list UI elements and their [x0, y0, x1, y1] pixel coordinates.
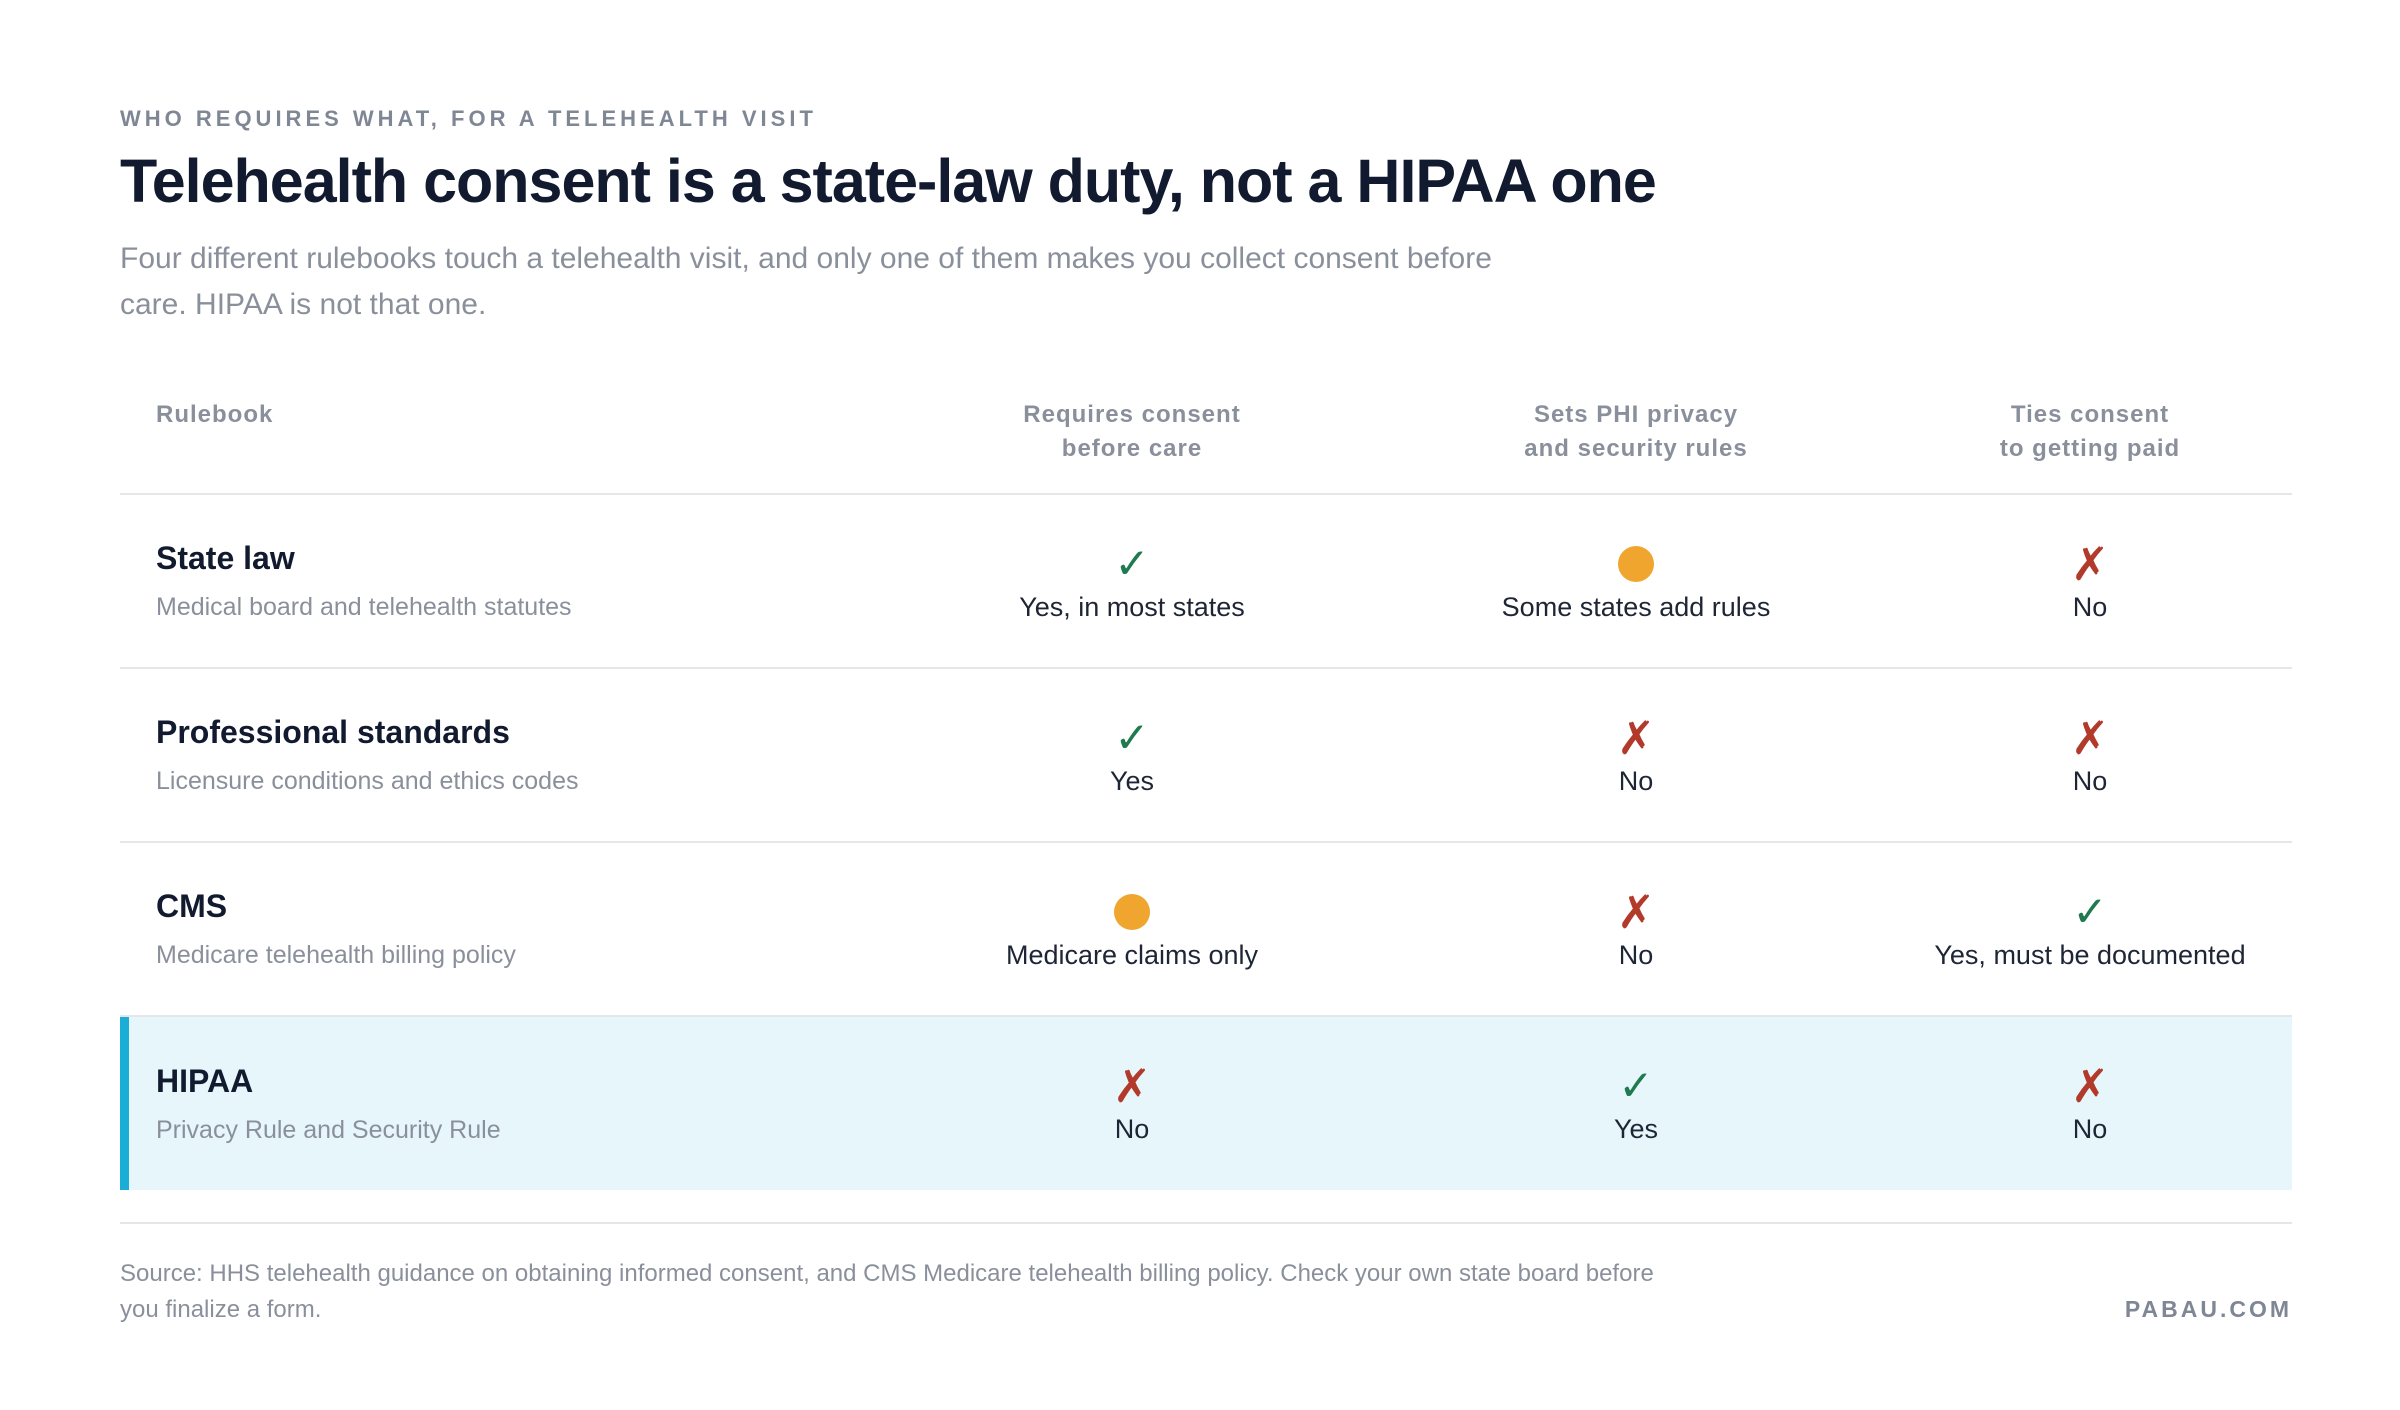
status-cell: Medicare claims only [880, 842, 1384, 1018]
check-icon: ✓ [2072, 887, 2108, 935]
cross-icon: ✗ [1112, 1060, 1152, 1113]
status-text: Medicare claims only [1005, 939, 1259, 970]
table-row: CMS Medicare telehealth billing policy Med… [120, 842, 2292, 1018]
column-header-line: Requires consent [1023, 401, 1241, 429]
column-header-line: Rulebook [156, 401, 274, 429]
table-row: HIPAA Privacy Rule and Security Rule ✗ No ✓ Y… [120, 1016, 2292, 1191]
row-header: CMS Medicare telehealth billing policy [120, 842, 880, 1018]
check-icon: ✓ [1618, 1062, 1654, 1110]
partial-dot-icon [1385, 540, 1887, 588]
column-header-line: before care [1061, 435, 1203, 463]
status-cell: ✓ Yes [880, 668, 1384, 844]
status-cell: ✗ No [1888, 1016, 2292, 1190]
row-title: State law [156, 540, 295, 577]
column-header-line: and security rules [1524, 435, 1748, 463]
row-subtitle: Medical board and telehealth statutes [156, 593, 572, 622]
brand-mark: PABAU.COM [2124, 1296, 2292, 1322]
row-title: HIPAA [156, 1062, 254, 1099]
partial-dot-icon [881, 888, 1383, 936]
column-header-line: Ties consent [2010, 401, 2170, 429]
status-cell: ✓ Yes, in most states [880, 494, 1384, 670]
status-text: No [2072, 591, 2108, 622]
status-text: No [2072, 1114, 2108, 1145]
row-subtitle: Privacy Rule and Security Rule [156, 1115, 501, 1144]
status-text: No [1618, 765, 1654, 796]
status-cell: ✗ No [1384, 668, 1888, 844]
row-subtitle: Licensure conditions and ethics codes [156, 767, 579, 796]
status-text: Yes [1109, 765, 1155, 796]
status-text: Yes, in most states [1019, 591, 1245, 622]
footer-divider [120, 1222, 2292, 1224]
status-cell: Some states add rules [1384, 494, 1888, 670]
column-header-line: to getting paid [1999, 435, 2181, 463]
eyebrow: WHO REQUIRES WHAT, FOR A TELEHEALTH VISI… [120, 106, 817, 131]
status-text: No [1114, 1114, 1150, 1145]
status-text: Yes, must be documented [1934, 939, 2246, 970]
status-cell: ✗ No [1888, 668, 2292, 844]
status-text: Yes [1613, 1114, 1659, 1145]
status-text: No [1618, 939, 1654, 970]
cross-icon: ✗ [2070, 537, 2110, 590]
status-cell: ✗ No [880, 1016, 1384, 1190]
cross-icon: ✗ [2070, 711, 2110, 764]
table-body: State law Medical board and telehealth st… [120, 494, 2292, 1191]
table-row: Professional standards Licensure conditio… [120, 668, 2292, 844]
cross-icon: ✗ [2070, 1060, 2110, 1113]
column-header: Requires consent before care [880, 374, 1384, 496]
row-title: CMS [156, 888, 228, 925]
check-icon: ✓ [1114, 713, 1150, 761]
column-header: Sets PHI privacy and security rules [1384, 374, 1888, 496]
row-header: Professional standards Licensure conditio… [120, 668, 880, 844]
status-cell: ✗ No [1384, 842, 1888, 1018]
main-content: WHO REQUIRES WHAT, FOR A TELEHEALTH VISI… [120, 106, 2292, 1191]
column-header: Rulebook [120, 374, 880, 496]
row-header: State law Medical board and telehealth st… [120, 494, 880, 670]
page-subtitle: Four different rulebooks touch a telehea… [120, 242, 1492, 322]
source-note: Source: HHS telehealth guidance on obtai… [120, 1260, 1654, 1323]
header-row: Rulebook Requires consent before care Sets … [120, 374, 2292, 496]
column-header-line: Sets PHI privacy [1533, 401, 1739, 429]
check-icon: ✓ [1114, 539, 1150, 587]
cross-icon: ✗ [1616, 885, 1656, 938]
table-header: Rulebook Requires consent before care Sets … [120, 374, 2292, 496]
row-title: Professional standards [156, 714, 510, 751]
cross-icon: ✗ [1616, 711, 1656, 764]
page-title: Telehealth consent is a state-law duty, … [120, 147, 1657, 215]
status-text: No [2072, 765, 2108, 796]
column-header: Ties consent to getting paid [1888, 374, 2292, 496]
row-header: HIPAA Privacy Rule and Security Rule [120, 1016, 880, 1190]
status-text: Some states add rules [1501, 591, 1771, 622]
comparison-table: Rulebook Requires consent before care Sets … [120, 374, 2292, 1191]
status-cell: ✗ No [1888, 494, 2292, 670]
table-row: State law Medical board and telehealth st… [120, 494, 2292, 670]
status-cell: ✓ Yes, must be documented [1888, 842, 2292, 1018]
row-subtitle: Medicare telehealth billing policy [156, 941, 516, 970]
status-cell: ✓ Yes [1384, 1016, 1888, 1190]
